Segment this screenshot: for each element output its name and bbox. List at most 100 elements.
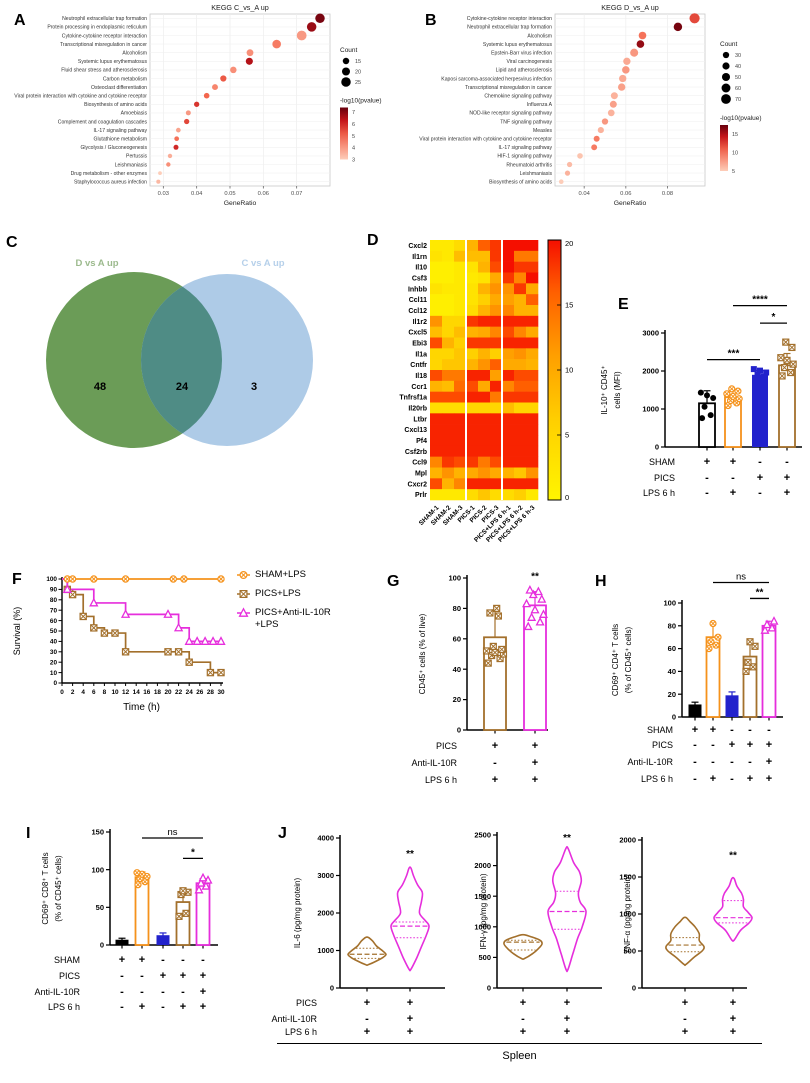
svg-text:Ccr1: Ccr1: [411, 384, 427, 391]
svg-text:+: +: [532, 774, 538, 786]
svg-text:8: 8: [103, 689, 107, 696]
svg-text:+: +: [729, 739, 735, 751]
svg-text:0: 0: [632, 984, 636, 993]
svg-text:6: 6: [92, 689, 96, 696]
legend-label-sham-lps: SHAM+LPS: [255, 569, 306, 580]
svg-text:60: 60: [453, 634, 461, 643]
svg-text:80: 80: [50, 597, 58, 604]
svg-text:-: -: [683, 1013, 687, 1025]
svg-text:80: 80: [453, 604, 461, 613]
svg-text:0: 0: [60, 689, 64, 696]
svg-text:24: 24: [176, 381, 189, 393]
svg-text:Anti-IL-10R: Anti-IL-10R: [34, 987, 80, 997]
svg-text:Anti-IL-10R: Anti-IL-10R: [271, 1014, 317, 1024]
svg-text:-: -: [181, 986, 185, 998]
legend-marker-sham-lps-icon: [237, 570, 250, 580]
svg-text:Alcoholism: Alcoholism: [527, 33, 552, 39]
legend-item-pics-anti-il10r-lps: PICS+Anti-IL-10R +LPS: [236, 607, 331, 631]
svg-text:Count: Count: [720, 41, 738, 48]
svg-text:30: 30: [217, 689, 225, 696]
svg-text:Biosynthesis of amino acids: Biosynthesis of amino acids: [489, 180, 552, 186]
svg-text:+: +: [407, 997, 413, 1009]
svg-text:-: -: [693, 773, 697, 785]
svg-text:5: 5: [732, 169, 735, 175]
svg-text:Epstein-Barr virus infection: Epstein-Barr virus infection: [491, 51, 552, 57]
svg-text:+: +: [520, 1026, 526, 1038]
svg-text:0: 0: [655, 443, 659, 452]
svg-text:C vs A up: C vs A up: [241, 258, 284, 269]
svg-text:0.04: 0.04: [579, 191, 591, 197]
svg-text:+: +: [710, 773, 716, 785]
svg-text:-: -: [120, 986, 124, 998]
svg-text:ns: ns: [736, 571, 746, 582]
panel-g: G 0 20 40 60 80 100 ** CD45⁺ cells (% of live) P…: [335, 565, 550, 825]
svg-text:40: 40: [453, 665, 461, 674]
svg-text:1000: 1000: [619, 910, 636, 919]
svg-text:-: -: [748, 724, 752, 736]
svg-text:Cxcr2: Cxcr2: [408, 481, 428, 488]
svg-text:CD69⁺ CD8⁺ T cells: CD69⁺ CD8⁺ T cells: [41, 852, 50, 924]
svg-text:-: -: [693, 756, 697, 768]
svg-text:Il1rn: Il1rn: [412, 254, 427, 261]
svg-text:2000: 2000: [619, 836, 636, 845]
svg-text:Ccl11: Ccl11: [409, 297, 427, 304]
svg-text:LPS 6 h: LPS 6 h: [425, 775, 457, 785]
panel-c-label: C: [6, 234, 18, 251]
spleen-label: Spleen: [502, 1050, 537, 1062]
panel-b: B Cytokine-cytokine receptor interaction…: [405, 0, 810, 235]
svg-text:+: +: [139, 1001, 145, 1013]
svg-text:+: +: [160, 970, 166, 982]
svg-text:1500: 1500: [619, 873, 636, 882]
panel-d-label: D: [367, 232, 379, 249]
svg-text:+: +: [757, 472, 763, 484]
svg-text:100: 100: [91, 865, 104, 874]
panel-a: A Neutrophil extracellular trap formatio…: [0, 0, 400, 235]
svg-text:Neutrophil extracellular trap: Neutrophil extracellular trap formation: [467, 25, 552, 31]
panel-i-label: I: [26, 825, 31, 842]
svg-text:+: +: [200, 986, 206, 998]
svg-text:+: +: [766, 756, 772, 768]
svg-text:0: 0: [53, 680, 57, 687]
svg-text:Systemic lupus erythematosus: Systemic lupus erythematosus: [78, 59, 148, 65]
svg-text:18: 18: [154, 689, 162, 696]
legend-label-pics-lps: PICS+LPS: [255, 588, 301, 599]
svg-text:500: 500: [623, 947, 636, 956]
svg-text:Staphylococcus aureus infectio: Staphylococcus aureus infection: [74, 180, 147, 186]
panel-g-label: G: [387, 573, 400, 590]
svg-text:22: 22: [175, 689, 183, 696]
panel-c: C D vs A up C vs A up 48 24 3: [0, 232, 330, 532]
svg-text:0: 0: [672, 713, 676, 722]
svg-text:Ebi3: Ebi3: [412, 341, 427, 348]
svg-text:3: 3: [251, 381, 257, 393]
svg-text:-: -: [705, 487, 709, 499]
svg-text:2000: 2000: [474, 861, 491, 870]
svg-text:Transcriptional misregulation: Transcriptional misregulation in cancer: [465, 85, 552, 91]
svg-text:0: 0: [330, 984, 334, 993]
svg-text:Complement and coagulation cas: Complement and coagulation cascades: [58, 119, 148, 125]
svg-text:1000: 1000: [642, 405, 659, 414]
svg-text:80: 80: [668, 621, 676, 630]
svg-text:2000: 2000: [317, 909, 334, 918]
svg-text:500: 500: [478, 953, 491, 962]
svg-text:Tnfrsf1a: Tnfrsf1a: [399, 395, 427, 402]
legend-marker-pics-anti-il10r-lps-icon: [237, 607, 250, 617]
svg-text:IL-17 signaling pathway: IL-17 signaling pathway: [498, 145, 552, 151]
svg-text:+: +: [766, 773, 772, 785]
svg-text:LPS 6 h: LPS 6 h: [48, 1002, 80, 1012]
svg-text:+: +: [564, 1013, 570, 1025]
svg-text:Systemic lupus erythematosus: Systemic lupus erythematosus: [483, 42, 553, 48]
panel-f-legend: SHAM+LPS PICS+LPS PICS+Anti-IL-10R +LPS: [236, 569, 331, 631]
svg-text:0.05: 0.05: [224, 191, 235, 197]
svg-text:Influenza A: Influenza A: [527, 102, 553, 108]
panel-f: F 0 10 20 30 40 50 60 70 80 90 100 0 2 4 6 8 10 12 14 16 18 2…: [0, 565, 335, 820]
svg-text:4000: 4000: [317, 834, 334, 843]
svg-text:-: -: [705, 472, 709, 484]
svg-text:+: +: [180, 1001, 186, 1013]
svg-text:-: -: [521, 1013, 525, 1025]
svg-text:28: 28: [207, 689, 215, 696]
svg-text:GeneRatio: GeneRatio: [614, 200, 647, 207]
svg-text:-: -: [161, 954, 165, 966]
svg-text:+: +: [119, 954, 125, 966]
panel-f-label: F: [12, 571, 22, 588]
svg-text:5: 5: [565, 431, 569, 440]
